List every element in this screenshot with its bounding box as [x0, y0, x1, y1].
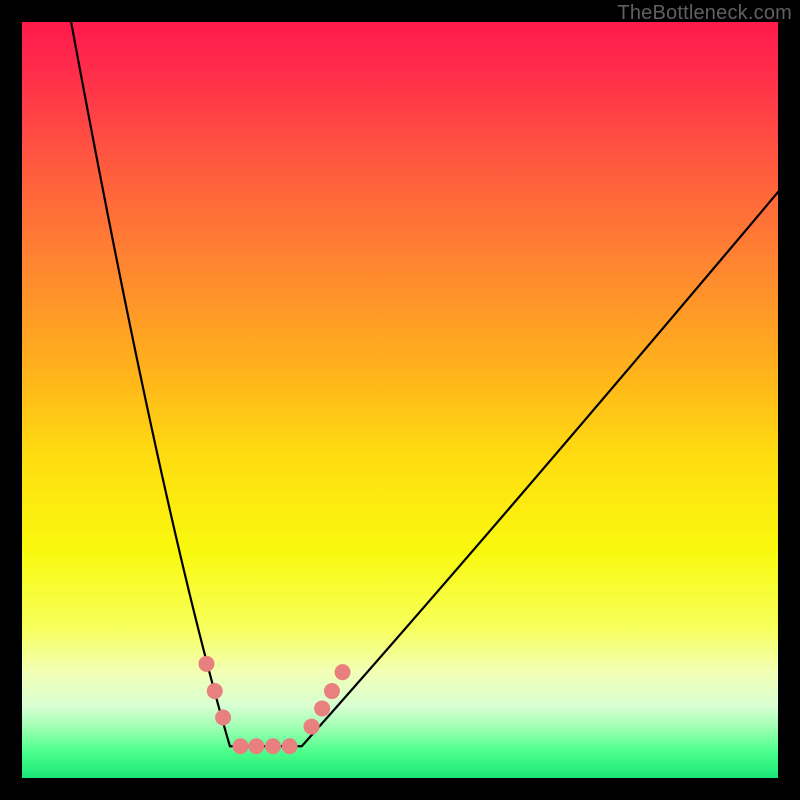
- plot-svg: [22, 22, 778, 778]
- data-marker: [232, 738, 248, 754]
- plot-area: [22, 22, 778, 778]
- chart-frame: TheBottleneck.com: [0, 0, 800, 800]
- data-marker: [207, 683, 223, 699]
- data-marker: [314, 700, 330, 716]
- data-marker: [304, 719, 320, 735]
- data-marker: [248, 738, 264, 754]
- gradient-background: [22, 22, 778, 778]
- data-marker: [335, 664, 351, 680]
- data-marker: [324, 683, 340, 699]
- data-marker: [215, 710, 231, 726]
- data-marker: [198, 656, 214, 672]
- data-marker: [265, 738, 281, 754]
- data-marker: [282, 738, 298, 754]
- watermark-text: TheBottleneck.com: [617, 2, 792, 25]
